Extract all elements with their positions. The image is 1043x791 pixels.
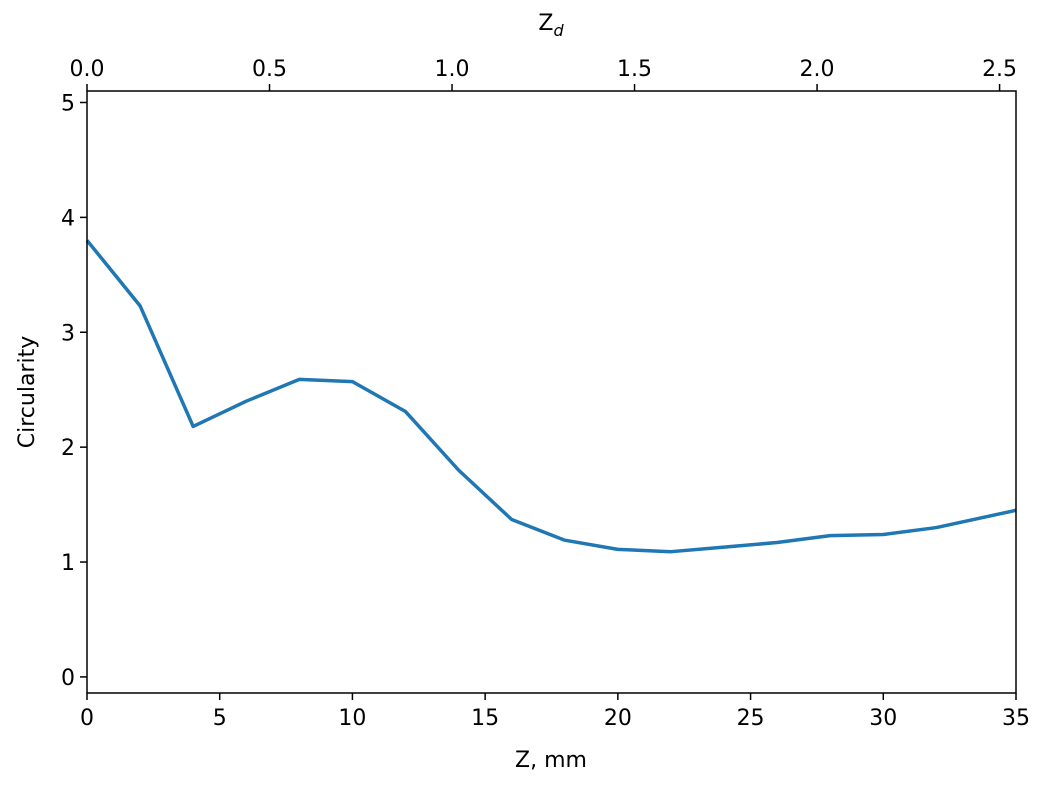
x-tick-label: 10 — [338, 706, 366, 731]
x-tick-label: 20 — [604, 706, 632, 731]
x2-tick-label: 0.5 — [252, 57, 287, 82]
y-tick-label: 4 — [61, 206, 75, 231]
x2-tick-label: 1.5 — [617, 57, 652, 82]
x-tick-label: 0 — [80, 706, 94, 731]
x2-label-base: Z — [538, 11, 553, 36]
line-series — [85, 239, 1017, 554]
plot-frame — [86, 90, 1017, 694]
x-tick-label: 35 — [1002, 706, 1030, 731]
x2-tick-label: 2.5 — [982, 57, 1017, 82]
x-tick-label: 25 — [737, 706, 765, 731]
y-tick-label: 0 — [61, 666, 75, 691]
y-tick-label: 3 — [61, 321, 75, 346]
y-axis-label: Circularity — [15, 336, 40, 448]
x2-tick-label: 2.0 — [800, 57, 835, 82]
x2-tick-label: 0.0 — [70, 57, 105, 82]
x2-label-sub: d — [553, 21, 564, 40]
x-tick-label: 30 — [869, 706, 897, 731]
y-tick-label: 5 — [61, 91, 75, 116]
x2-axis-label: Zd — [538, 11, 564, 40]
x-tick-label: 15 — [471, 706, 499, 731]
x-axis-label: Z, mm — [515, 748, 587, 773]
x2-tick-label: 1.0 — [435, 57, 470, 82]
y-tick-label: 1 — [61, 551, 75, 576]
x-tick-label: 5 — [213, 706, 227, 731]
y-tick-label: 2 — [61, 436, 75, 461]
